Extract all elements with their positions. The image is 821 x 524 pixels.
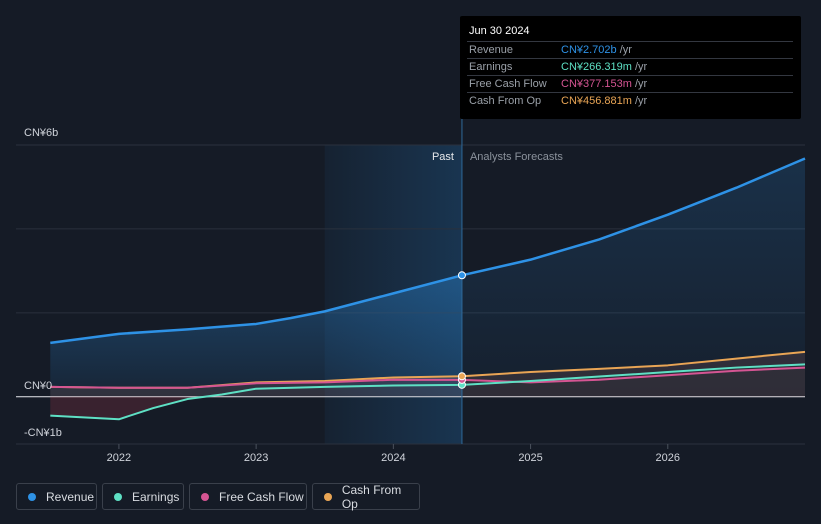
x-tick-label: 2026 <box>656 452 680 464</box>
tooltip-date: Jun 30 2024 <box>469 25 530 37</box>
revenue-area-past <box>50 275 462 397</box>
legend-label: Cash From Op <box>341 482 402 511</box>
tooltip-row-earnings: Earnings CN¥266.319m /yr <box>467 58 793 76</box>
tooltip-unit: /yr <box>635 78 648 90</box>
tooltip-value-amount: CN¥456.881m <box>561 95 632 107</box>
tooltip-unit: /yr <box>635 95 648 107</box>
y-axis-top-label: CN¥6b <box>24 127 58 139</box>
x-tick-label: 2025 <box>518 452 542 464</box>
hover-tooltip: Jun 30 2024 Revenue CN¥2.702b /yr Earnin… <box>460 16 801 119</box>
legend-dot-icon <box>324 492 332 501</box>
legend-label: Revenue <box>46 489 95 504</box>
legend-label: Free Cash Flow <box>219 489 304 504</box>
tooltip-label: Earnings <box>469 61 513 73</box>
tooltip-value-amount: CN¥266.319m <box>561 61 632 73</box>
tooltip-label: Cash From Op <box>469 95 542 107</box>
past-label: Past <box>432 151 454 163</box>
x-axis-ticks: 2022 2023 2024 2025 2026 <box>107 444 680 464</box>
tooltip-value-amount: CN¥377.153m <box>561 78 632 90</box>
axis-labels: CN¥6b CN¥0 -CN¥1b Past Analysts Forecast… <box>24 127 563 439</box>
series-lines <box>50 157 806 421</box>
tooltip-unit: /yr <box>635 61 648 73</box>
forecast-label: Analysts Forecasts <box>470 151 563 163</box>
tooltip-value: CN¥266.319m /yr <box>561 61 647 73</box>
tooltip-row-free-cash-flow: Free Cash Flow CN¥377.153m /yr <box>467 75 793 93</box>
tooltip-label: Revenue <box>469 44 514 56</box>
revenue-marker <box>457 271 466 280</box>
cash-from-op-marker <box>457 372 466 381</box>
legend-item-earnings[interactable]: Earnings <box>102 483 184 510</box>
tooltip-unit: /yr <box>619 44 632 56</box>
legend-label: Earnings <box>132 489 180 504</box>
earnings-line <box>50 363 806 421</box>
y-axis-bottom-label: -CN¥1b <box>24 427 62 439</box>
series-areas <box>50 158 806 420</box>
tooltip-value: CN¥377.153m /yr <box>561 78 647 90</box>
legend-item-revenue[interactable]: Revenue <box>16 483 97 510</box>
revenue-line <box>50 157 806 345</box>
x-tick-label: 2023 <box>244 452 268 464</box>
tooltip-value: CN¥2.702b /yr <box>561 44 632 56</box>
tooltip-row-cash-from-op: Cash From Op CN¥456.881m /yr <box>467 92 793 110</box>
legend-item-cash-from-op[interactable]: Cash From Op <box>312 482 420 511</box>
legend-item-free-cash-flow[interactable]: Free Cash Flow <box>189 483 307 510</box>
hover-markers <box>457 271 466 389</box>
cash-from-op-area <box>50 351 806 397</box>
legend-dot-icon <box>201 492 209 501</box>
x-tick-label: 2024 <box>381 452 405 464</box>
tooltip-label: Free Cash Flow <box>469 78 547 90</box>
tooltip-value: CN¥456.881m /yr <box>561 95 647 107</box>
x-tick-label: 2022 <box>107 452 131 464</box>
legend-dot-icon <box>28 492 36 501</box>
legend-dot-icon <box>114 492 122 501</box>
free-cash-flow-line <box>50 366 806 389</box>
y-axis-zero-label: CN¥0 <box>24 380 52 392</box>
tooltip-value-amount: CN¥2.702b <box>561 44 617 56</box>
tooltip-row-revenue: Revenue CN¥2.702b /yr <box>467 41 793 59</box>
revenue-area-forecast <box>461 158 805 397</box>
